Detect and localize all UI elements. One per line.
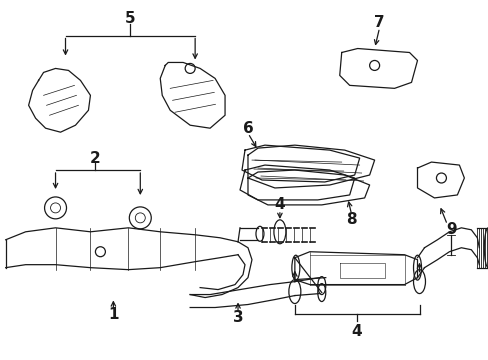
Text: 3: 3 xyxy=(232,310,243,325)
Text: 7: 7 xyxy=(373,15,384,30)
Text: 4: 4 xyxy=(274,197,285,212)
Text: 8: 8 xyxy=(346,212,356,228)
Text: 4: 4 xyxy=(351,324,361,339)
Text: 5: 5 xyxy=(125,11,135,26)
Text: 9: 9 xyxy=(445,222,456,237)
Text: 6: 6 xyxy=(242,121,253,136)
Text: 2: 2 xyxy=(90,150,101,166)
Text: 1: 1 xyxy=(108,307,119,322)
